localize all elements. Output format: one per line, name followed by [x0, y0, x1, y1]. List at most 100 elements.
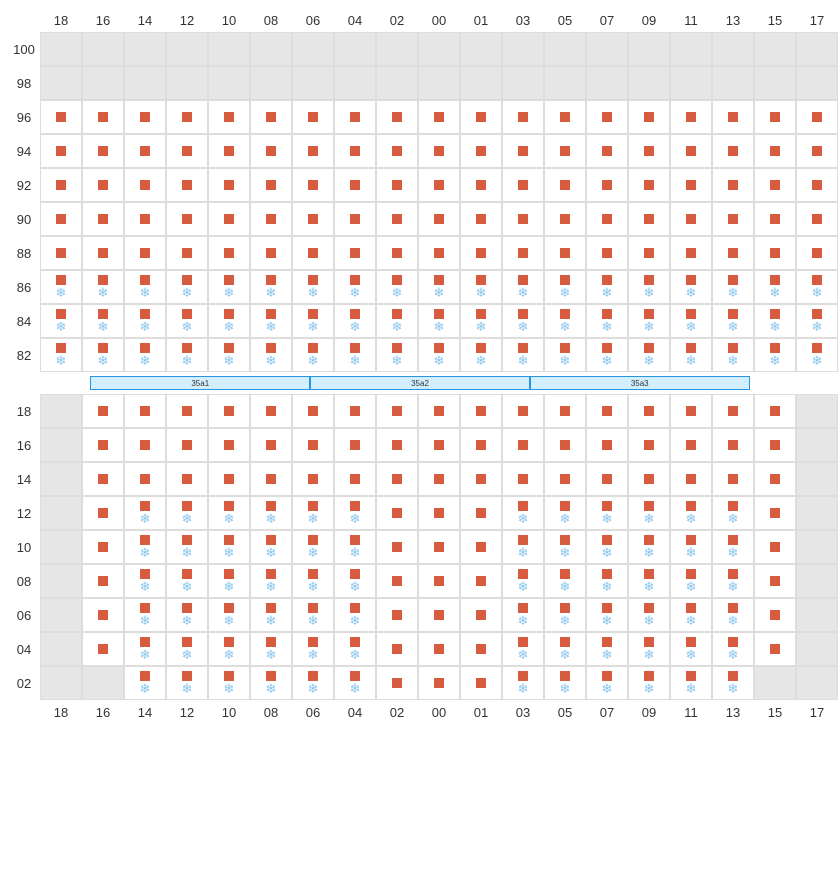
slot[interactable] [586, 462, 628, 496]
slot[interactable]: ❄ [712, 496, 754, 530]
slot[interactable]: ❄ [628, 270, 670, 304]
slot[interactable] [376, 202, 418, 236]
slot[interactable]: ❄ [292, 530, 334, 564]
slot[interactable] [208, 168, 250, 202]
slot[interactable]: ❄ [208, 338, 250, 372]
slot[interactable] [82, 134, 124, 168]
slot[interactable]: ❄ [292, 666, 334, 700]
slot[interactable] [124, 202, 166, 236]
slot[interactable] [124, 394, 166, 428]
slot[interactable]: ❄ [334, 564, 376, 598]
slot[interactable] [628, 134, 670, 168]
slot[interactable]: ❄ [796, 304, 838, 338]
slot[interactable] [334, 134, 376, 168]
slot[interactable]: ❄ [208, 598, 250, 632]
slot[interactable] [628, 462, 670, 496]
slot[interactable]: ❄ [628, 496, 670, 530]
slot[interactable] [502, 100, 544, 134]
slot[interactable] [586, 394, 628, 428]
slot[interactable] [418, 666, 460, 700]
slot[interactable]: ❄ [334, 530, 376, 564]
slot[interactable] [250, 394, 292, 428]
slot[interactable] [586, 428, 628, 462]
slot[interactable] [208, 394, 250, 428]
slot[interactable]: ❄ [166, 564, 208, 598]
slot[interactable] [376, 530, 418, 564]
slot[interactable] [544, 236, 586, 270]
slot[interactable] [628, 236, 670, 270]
slot[interactable]: ❄ [250, 496, 292, 530]
slot[interactable]: ❄ [670, 304, 712, 338]
slot[interactable]: ❄ [334, 270, 376, 304]
slot[interactable]: ❄ [124, 338, 166, 372]
slot[interactable]: ❄ [40, 270, 82, 304]
slot[interactable] [166, 134, 208, 168]
slot[interactable]: ❄ [208, 530, 250, 564]
slot[interactable]: ❄ [376, 338, 418, 372]
connector-segment[interactable]: 35a2 [310, 376, 530, 390]
slot[interactable]: ❄ [502, 338, 544, 372]
slot[interactable] [628, 428, 670, 462]
slot[interactable] [418, 462, 460, 496]
slot[interactable]: ❄ [82, 338, 124, 372]
slot[interactable]: ❄ [544, 632, 586, 666]
slot[interactable]: ❄ [292, 304, 334, 338]
slot[interactable] [418, 632, 460, 666]
slot[interactable] [754, 632, 796, 666]
slot[interactable] [124, 462, 166, 496]
slot[interactable] [418, 530, 460, 564]
slot[interactable] [292, 100, 334, 134]
slot[interactable] [82, 496, 124, 530]
slot[interactable]: ❄ [502, 632, 544, 666]
slot[interactable]: ❄ [418, 270, 460, 304]
slot[interactable] [754, 100, 796, 134]
slot[interactable]: ❄ [250, 666, 292, 700]
slot[interactable] [418, 202, 460, 236]
slot[interactable]: ❄ [586, 564, 628, 598]
slot[interactable] [544, 202, 586, 236]
slot[interactable] [40, 134, 82, 168]
slot[interactable] [166, 100, 208, 134]
slot[interactable]: ❄ [166, 632, 208, 666]
slot[interactable] [376, 394, 418, 428]
slot[interactable] [334, 100, 376, 134]
slot[interactable]: ❄ [334, 304, 376, 338]
slot[interactable]: ❄ [502, 304, 544, 338]
slot[interactable] [460, 134, 502, 168]
slot[interactable]: ❄ [544, 304, 586, 338]
slot[interactable] [376, 236, 418, 270]
slot[interactable] [208, 100, 250, 134]
slot[interactable]: ❄ [502, 270, 544, 304]
slot[interactable]: ❄ [376, 304, 418, 338]
slot[interactable]: ❄ [796, 338, 838, 372]
slot[interactable]: ❄ [712, 564, 754, 598]
slot[interactable] [166, 462, 208, 496]
slot[interactable] [460, 530, 502, 564]
slot[interactable]: ❄ [124, 270, 166, 304]
slot[interactable]: ❄ [502, 496, 544, 530]
slot[interactable] [628, 100, 670, 134]
slot[interactable] [628, 202, 670, 236]
slot[interactable]: ❄ [544, 530, 586, 564]
slot[interactable] [334, 168, 376, 202]
slot[interactable] [460, 428, 502, 462]
slot[interactable]: ❄ [208, 564, 250, 598]
slot[interactable] [166, 428, 208, 462]
slot[interactable] [754, 394, 796, 428]
slot[interactable] [82, 462, 124, 496]
slot[interactable] [124, 100, 166, 134]
slot[interactable]: ❄ [544, 338, 586, 372]
slot[interactable]: ❄ [754, 304, 796, 338]
slot[interactable] [376, 462, 418, 496]
slot[interactable]: ❄ [334, 496, 376, 530]
slot[interactable] [418, 564, 460, 598]
slot[interactable] [712, 428, 754, 462]
slot[interactable]: ❄ [502, 564, 544, 598]
slot[interactable] [502, 462, 544, 496]
slot[interactable] [586, 100, 628, 134]
slot[interactable]: ❄ [250, 632, 292, 666]
slot[interactable]: ❄ [628, 632, 670, 666]
slot[interactable]: ❄ [82, 304, 124, 338]
slot[interactable] [376, 666, 418, 700]
slot[interactable] [40, 100, 82, 134]
